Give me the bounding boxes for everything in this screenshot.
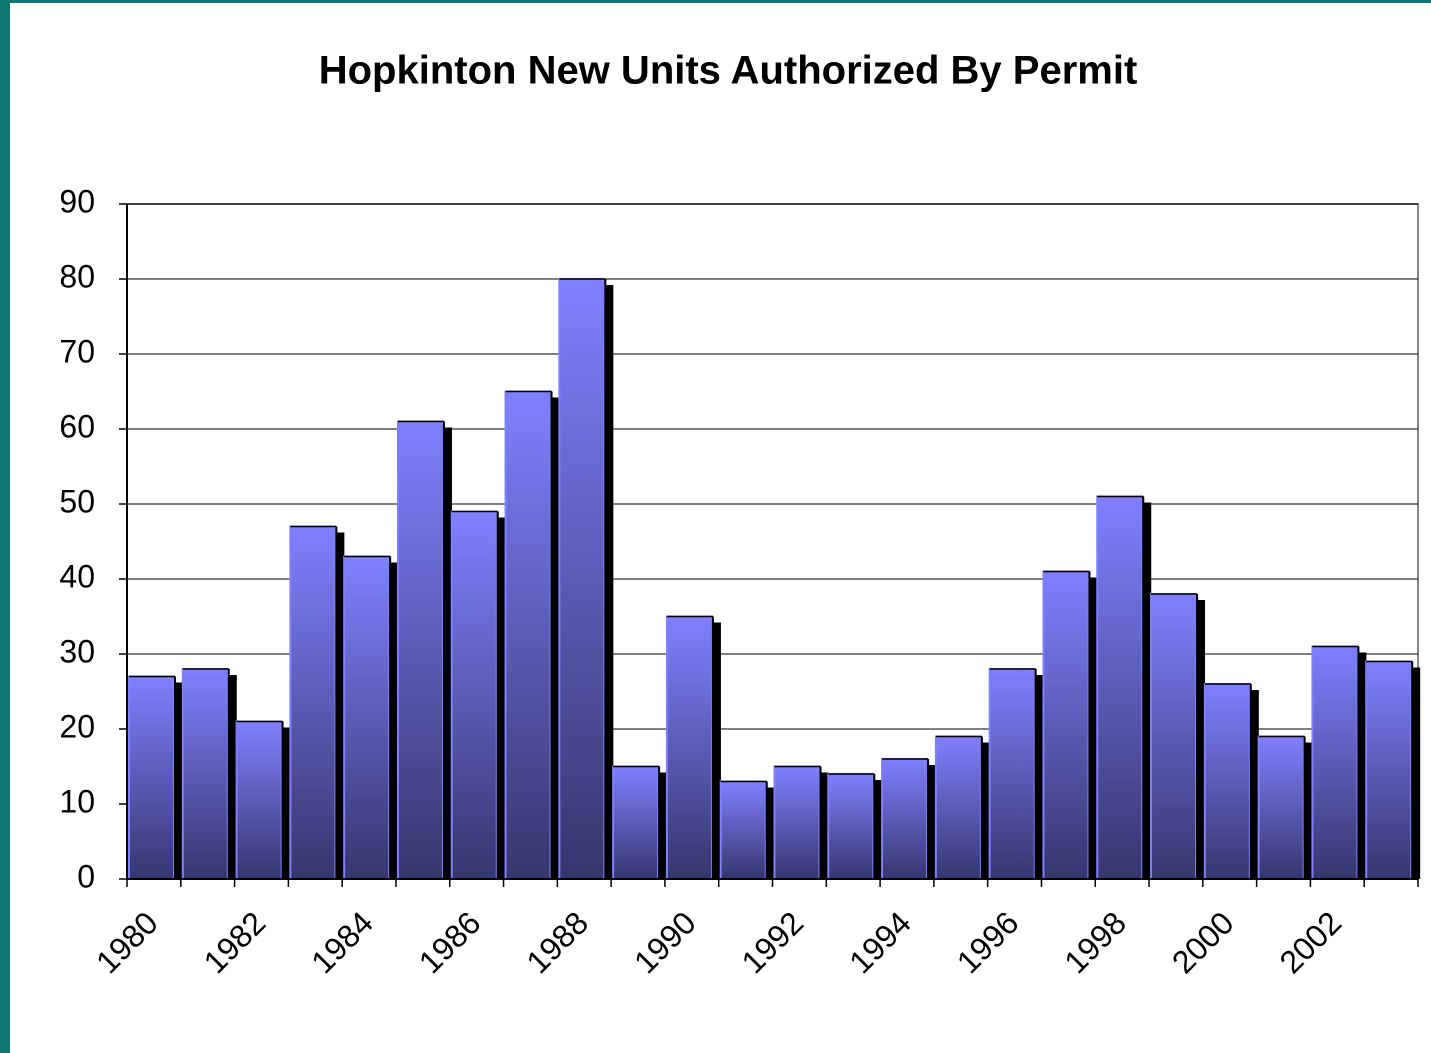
bar [504, 390, 552, 880]
panel [10, 3, 1431, 1053]
bar [988, 668, 1036, 880]
bar [450, 510, 498, 880]
bar [1203, 683, 1251, 880]
y-tick-label: 10 [59, 783, 95, 819]
bar [235, 720, 283, 880]
bar [719, 780, 767, 880]
bar [827, 773, 875, 880]
y-tick-label: 90 [59, 183, 95, 219]
bar [1365, 660, 1413, 880]
y-tick-label: 80 [59, 258, 95, 294]
y-tick-label: 30 [59, 633, 95, 669]
bar [343, 555, 391, 880]
bar [396, 420, 444, 880]
bar [881, 758, 929, 880]
y-tick-label: 40 [59, 558, 95, 594]
bar [612, 765, 660, 880]
y-tick-label: 0 [77, 858, 95, 894]
bar [1042, 570, 1090, 880]
bar [1257, 735, 1305, 880]
y-tick-label: 70 [59, 333, 95, 369]
y-tick-label: 60 [59, 408, 95, 444]
chart-title: Hopkinton New Units Authorized By Permit [319, 49, 1138, 93]
bar [773, 765, 821, 880]
bar [181, 668, 229, 880]
bar [1150, 593, 1198, 880]
bar [289, 525, 337, 880]
y-tick-label: 50 [59, 483, 95, 519]
bar [128, 675, 175, 880]
bar [1096, 495, 1144, 880]
bar [665, 615, 713, 880]
bar [558, 278, 606, 880]
bar [934, 735, 982, 880]
bar [1311, 645, 1359, 880]
y-tick-label: 20 [59, 708, 95, 744]
